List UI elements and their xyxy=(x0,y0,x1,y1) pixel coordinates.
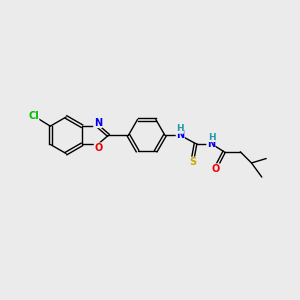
Text: Cl: Cl xyxy=(28,111,39,122)
Text: O: O xyxy=(94,143,103,153)
Text: N: N xyxy=(207,139,215,148)
Text: S: S xyxy=(189,157,196,167)
Text: N: N xyxy=(94,118,102,128)
Text: O: O xyxy=(211,164,219,174)
Text: H: H xyxy=(208,133,215,142)
Text: N: N xyxy=(176,130,184,140)
Text: H: H xyxy=(176,124,184,133)
